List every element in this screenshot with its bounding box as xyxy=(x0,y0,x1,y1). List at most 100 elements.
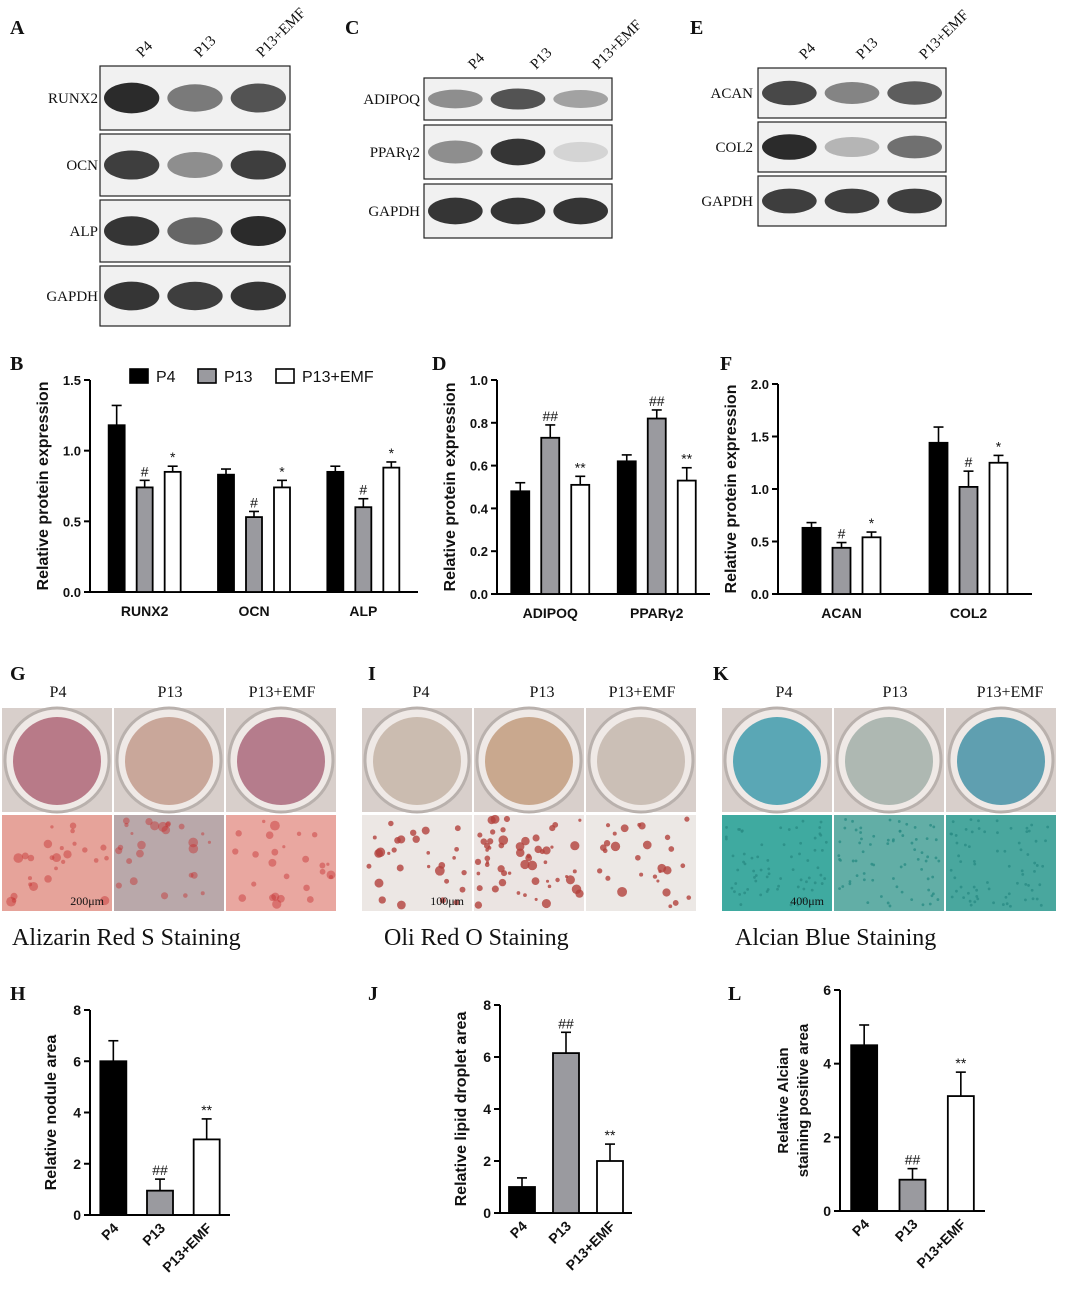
stain-particle xyxy=(302,855,310,863)
stain-particle xyxy=(444,878,450,884)
stain-particle xyxy=(900,890,904,894)
stain-particle xyxy=(1027,884,1030,887)
stain-particle xyxy=(269,894,277,902)
stain-particle xyxy=(799,841,803,845)
microscopy-image xyxy=(834,815,944,911)
stain-particle xyxy=(684,816,690,822)
stain-particle xyxy=(888,904,892,908)
panel-letter-f: F xyxy=(720,353,732,375)
stain-particle xyxy=(374,878,384,888)
stain-particle xyxy=(268,858,277,867)
significance-mark: ## xyxy=(542,408,558,424)
stain-particle xyxy=(490,829,496,835)
y-tick-label: 2.0 xyxy=(751,377,769,392)
x-tick-label: P13+EMF xyxy=(563,1217,619,1273)
stain-particle xyxy=(262,819,266,824)
stain-particle xyxy=(311,831,318,838)
stain-particle xyxy=(903,863,907,866)
stain-particle xyxy=(805,880,808,884)
blot-panel-a: P4 P13 P13+EMF RUNX2 OCN ALP GAPDH xyxy=(46,5,310,327)
stain-particle xyxy=(454,846,459,852)
stain-particle xyxy=(534,845,542,854)
bar xyxy=(596,1160,624,1214)
stain-particle xyxy=(520,859,530,870)
microscopy-image xyxy=(362,815,472,911)
stain-particle xyxy=(789,903,793,907)
stain-particle xyxy=(934,838,938,842)
stain-particle xyxy=(421,826,430,835)
stain-particle xyxy=(851,859,855,863)
stain-particle xyxy=(571,884,582,895)
stain-particle xyxy=(858,841,862,845)
stain-particle xyxy=(1044,839,1047,843)
stain-particle xyxy=(190,871,198,879)
stain-particle xyxy=(188,837,199,848)
blot-row-label: GAPDH xyxy=(46,289,98,305)
y-tick-label: 2 xyxy=(483,1153,491,1169)
stain-particle xyxy=(861,850,865,854)
stain-particle xyxy=(100,844,107,851)
protein-band xyxy=(428,197,483,225)
stain-particle xyxy=(913,848,917,852)
stain-particle xyxy=(754,879,758,883)
stain-particle xyxy=(532,834,540,842)
blot-panel-c: P4 P13 P13+EMF ADIPOQ PPARγ2 GAPDH xyxy=(363,17,645,239)
stain-particle xyxy=(124,822,129,828)
lane-label: P4 xyxy=(134,38,157,61)
stain-particle xyxy=(970,830,974,834)
stain-lane-label: P13 xyxy=(530,684,555,701)
stain-particle xyxy=(426,851,431,855)
protein-band xyxy=(762,80,817,106)
lane-label: P13+EMF xyxy=(917,7,973,63)
stain-particle xyxy=(44,875,52,883)
bar xyxy=(326,470,345,593)
y-tick-label: 0.0 xyxy=(751,587,769,602)
stain-particle xyxy=(823,877,827,880)
stain-particle xyxy=(188,872,194,878)
stain-particle xyxy=(972,860,976,863)
bar xyxy=(245,516,263,593)
stain-particle xyxy=(100,896,110,906)
lane-label: P13 xyxy=(854,35,882,63)
stain-particle xyxy=(973,900,977,904)
stain-particle xyxy=(378,896,386,904)
blot-panel-e: P4 P13 P13+EMF ACAN COL2 GAPDH xyxy=(701,7,973,227)
stain-particle xyxy=(951,820,955,824)
x-tick-label: P4 xyxy=(849,1216,873,1240)
stain-particle xyxy=(754,874,758,877)
bar xyxy=(616,460,637,595)
stain-particle xyxy=(963,843,967,847)
significance-mark: # xyxy=(359,482,367,498)
stain-particle xyxy=(10,892,18,900)
y-tick-label: 0.5 xyxy=(751,535,769,550)
chart-l: 0 2 4 6 Relative Alcian staining positive are… xyxy=(775,982,985,1271)
protein-band xyxy=(230,150,286,180)
stain-particle xyxy=(983,830,987,834)
stain-particle xyxy=(851,819,854,823)
stain-particle xyxy=(767,872,771,876)
significance-mark: # xyxy=(141,463,149,479)
significance-mark: * xyxy=(996,438,1002,454)
stain-particle xyxy=(975,895,979,898)
stain-particle xyxy=(662,888,671,897)
stain-particle xyxy=(461,869,467,876)
lane-label: P4 xyxy=(466,50,489,73)
stain-particle xyxy=(1024,898,1027,902)
y-tick-label: 1.0 xyxy=(751,482,769,497)
stain-particle xyxy=(525,854,533,862)
stain-particle xyxy=(753,876,756,879)
stain-particle xyxy=(924,859,928,863)
stain-particle xyxy=(130,831,134,835)
stain-particle xyxy=(949,832,953,836)
protein-band xyxy=(824,137,880,157)
stain-particle xyxy=(319,868,326,875)
lane-label: P13+EMF xyxy=(254,5,310,61)
chart-f: 0.0 0.5 1.0 1.5 2.0 Relative protein expressi… xyxy=(723,377,1032,621)
significance-mark: ** xyxy=(201,1102,212,1118)
stain-particle xyxy=(160,892,169,900)
stain-particle xyxy=(235,830,242,837)
stain-particle xyxy=(921,903,925,907)
stain-particle xyxy=(1035,864,1039,867)
bar xyxy=(146,1189,174,1216)
stain-particle xyxy=(104,855,109,861)
